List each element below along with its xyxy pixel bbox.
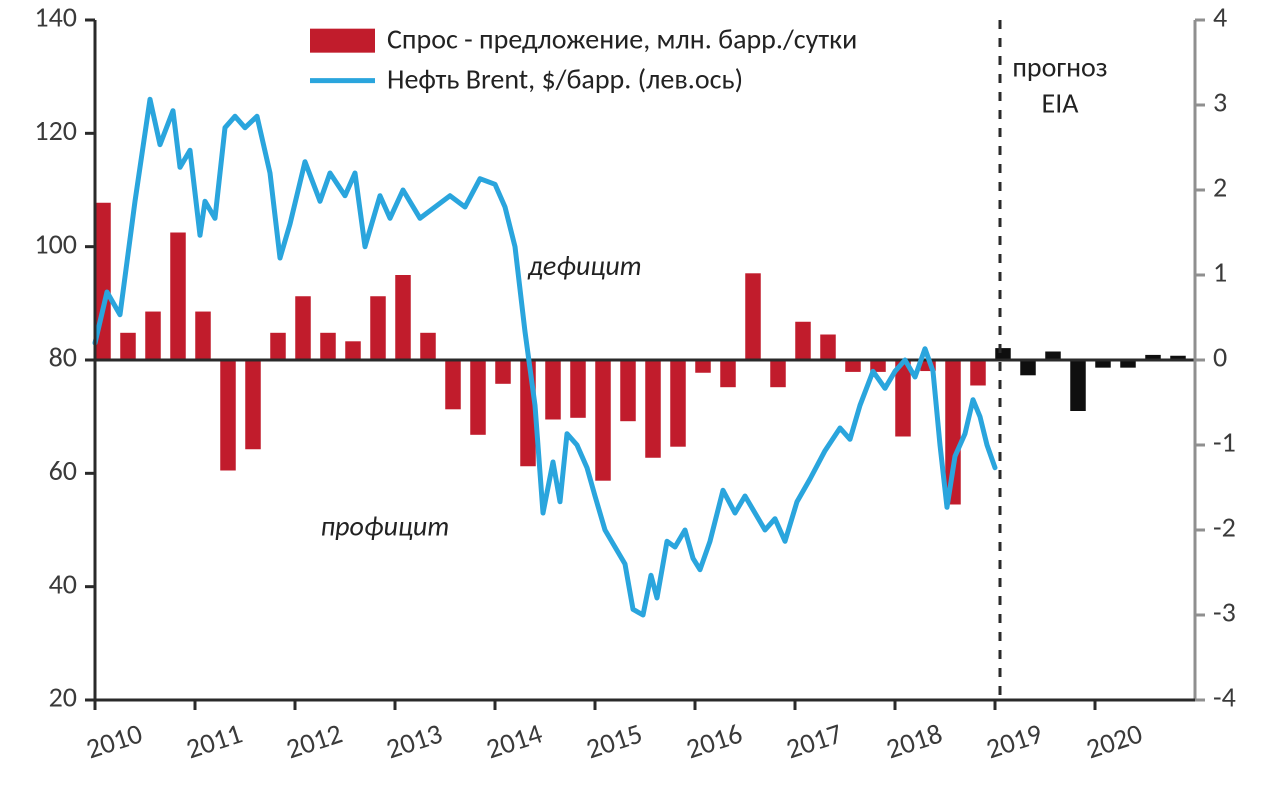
bar-actual — [195, 312, 211, 360]
bar-actual — [745, 273, 761, 360]
y-right-tick-label: 0 — [1213, 340, 1227, 375]
bar-actual — [420, 333, 436, 360]
y-left-tick-label: 120 — [34, 113, 77, 148]
forecast-label-line2: EIA — [1042, 86, 1080, 121]
bar-actual — [445, 360, 461, 409]
legend-item-label: Нефть Brent, $/барр. (лев.ось) — [387, 62, 743, 97]
bar-forecast — [1020, 360, 1036, 375]
bar-actual — [345, 341, 361, 360]
bar-actual — [495, 360, 511, 384]
y-left-tick-label: 40 — [49, 566, 77, 601]
oil-balance-chart: 20406080100120140-4-3-2-1012342010201120… — [0, 0, 1280, 792]
bar-actual — [570, 360, 586, 418]
bar-actual — [620, 360, 636, 421]
y-left-tick-label: 20 — [49, 680, 77, 715]
legend-swatch-bar — [310, 29, 375, 53]
bar-actual — [970, 360, 986, 386]
y-right-tick-label: -3 — [1213, 595, 1236, 630]
y-right-tick-label: 3 — [1213, 85, 1227, 120]
bar-actual — [270, 333, 286, 360]
bar-actual — [845, 360, 861, 372]
y-right-tick-label: 2 — [1213, 170, 1227, 205]
forecast-label-line1: прогноз — [1012, 50, 1107, 85]
bar-actual — [670, 360, 686, 447]
y-right-tick-label: -2 — [1213, 510, 1236, 545]
y-right-tick-label: -4 — [1213, 680, 1236, 715]
y-left-tick-label: 140 — [34, 0, 77, 35]
annotation-proficit: профицит — [321, 509, 450, 544]
y-right-tick-label: -1 — [1213, 425, 1236, 460]
bar-actual — [545, 360, 561, 420]
bar-actual — [295, 296, 311, 360]
bar-actual — [170, 233, 186, 361]
bar-actual — [820, 335, 836, 361]
bar-actual — [695, 360, 711, 373]
bar-actual — [720, 360, 736, 387]
annotation-deficit: дефицит — [527, 248, 642, 283]
bar-forecast — [1070, 360, 1086, 411]
bar-actual — [245, 360, 261, 449]
bar-actual — [120, 333, 136, 360]
bar-actual — [220, 360, 236, 471]
bar-actual — [370, 296, 386, 360]
bar-actual — [145, 312, 161, 360]
bar-actual — [795, 322, 811, 360]
bar-actual — [595, 360, 611, 481]
y-left-tick-label: 60 — [49, 453, 77, 488]
bar-actual — [320, 333, 336, 360]
y-left-tick-label: 80 — [49, 340, 77, 375]
bar-actual — [395, 275, 411, 360]
bar-actual — [470, 360, 486, 435]
y-right-tick-label: 4 — [1213, 0, 1227, 35]
bar-actual — [645, 360, 661, 458]
bar-forecast — [995, 348, 1011, 360]
y-right-tick-label: 1 — [1213, 255, 1227, 290]
bar-actual — [770, 360, 786, 387]
legend-item-label: Спрос - предложение, млн. барр./сутки — [387, 22, 857, 57]
y-left-tick-label: 100 — [34, 226, 77, 261]
